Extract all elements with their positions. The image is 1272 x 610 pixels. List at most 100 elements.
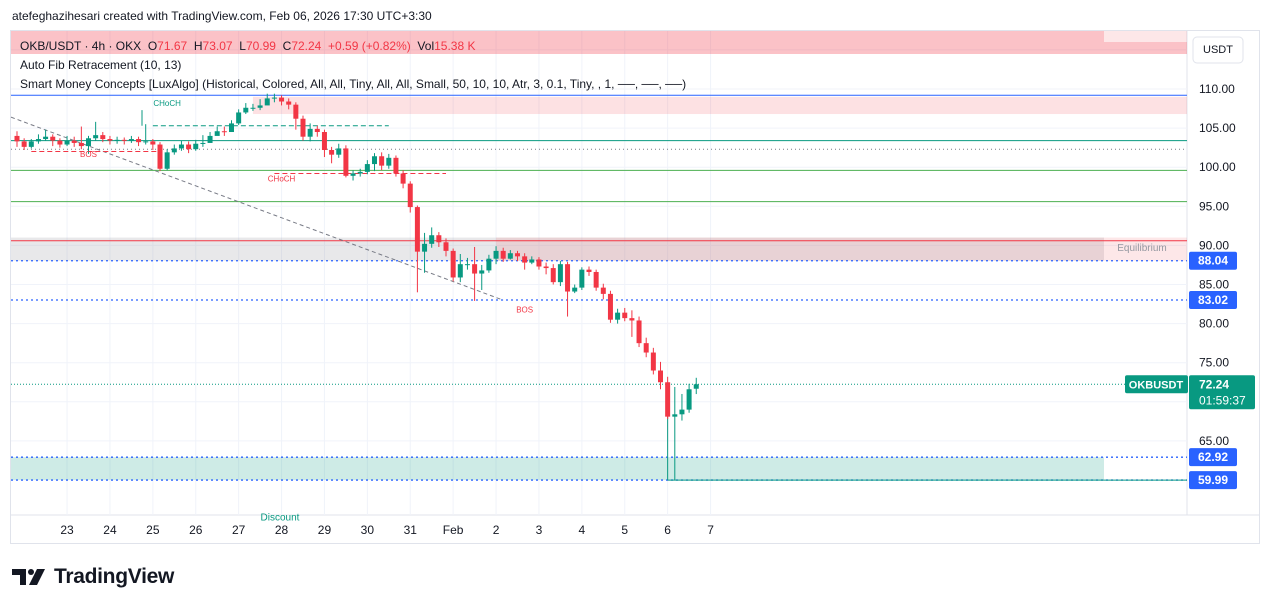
candle-body bbox=[221, 131, 227, 133]
bar-countdown: 01:59:37 bbox=[1199, 393, 1246, 407]
candle-body bbox=[143, 141, 149, 143]
candle-body bbox=[186, 144, 192, 150]
level-badge bbox=[1189, 448, 1237, 467]
symbol-label[interactable]: OKB/USDT · 4h · OKX bbox=[20, 39, 142, 53]
time-tick-label: Feb bbox=[443, 523, 464, 537]
candle-body bbox=[35, 139, 41, 142]
symbol-badge-label: OKBUSDT bbox=[1129, 379, 1184, 391]
candle-body bbox=[14, 135, 20, 142]
candle-body bbox=[43, 136, 49, 140]
price-tick-label: 105.00 bbox=[1199, 121, 1236, 135]
chart-frame bbox=[10, 30, 1260, 544]
candle-body bbox=[250, 107, 256, 109]
candle-body bbox=[565, 264, 571, 292]
candle-body bbox=[157, 144, 163, 169]
candle-body bbox=[64, 140, 70, 145]
fib-trend-line bbox=[10, 116, 504, 301]
candle-body bbox=[457, 264, 463, 278]
candle-body bbox=[28, 141, 34, 147]
time-tick-label: 7 bbox=[707, 523, 714, 537]
candle-body bbox=[229, 123, 234, 133]
price-tick-label: 80.00 bbox=[1199, 317, 1229, 331]
candle-body bbox=[464, 264, 470, 266]
price-tick-label: 110.00 bbox=[1199, 82, 1235, 96]
candle-body bbox=[615, 312, 621, 320]
ohlc-legend[interactable]: OKB/USDT · 4h · OKX O71.67 H73.07 L70.99… bbox=[20, 39, 475, 53]
equilibrium-label: Equilibrium bbox=[1117, 243, 1166, 254]
candle-body bbox=[321, 132, 327, 150]
candle-body bbox=[550, 268, 556, 283]
candle-body bbox=[121, 139, 127, 141]
level-badge bbox=[1189, 290, 1237, 309]
candle-body bbox=[264, 98, 270, 106]
candle-body bbox=[236, 112, 242, 124]
currency-button bbox=[1192, 36, 1244, 64]
low-value: 70.99 bbox=[245, 39, 276, 53]
candle-body bbox=[128, 139, 134, 141]
time-tick-label: 31 bbox=[404, 523, 418, 537]
fib-indicator-legend[interactable]: Auto Fib Retracement (10, 13) bbox=[20, 58, 182, 72]
candle-body bbox=[543, 266, 549, 269]
price-tick-label: 95.00 bbox=[1199, 199, 1229, 213]
candle-body bbox=[422, 243, 428, 252]
candle-body bbox=[214, 131, 220, 136]
low-label: L bbox=[239, 39, 246, 53]
candle-body bbox=[386, 157, 392, 166]
candle-body bbox=[329, 149, 335, 155]
time-tick-label: 30 bbox=[361, 523, 375, 537]
smc-indicator-legend[interactable]: Smart Money Concepts [LuxAlgo] (Historic… bbox=[20, 77, 687, 91]
candle-body bbox=[100, 135, 106, 140]
candle-body bbox=[350, 173, 356, 176]
time-tick-label: 29 bbox=[318, 523, 332, 537]
high-value: 73.07 bbox=[202, 39, 233, 53]
price-tick-label: 75.00 bbox=[1199, 356, 1229, 370]
structure-label: BOS bbox=[80, 150, 97, 159]
candle-body bbox=[500, 250, 506, 259]
price-tick-label: 85.00 bbox=[1199, 278, 1229, 292]
candle-body bbox=[400, 173, 406, 184]
time-tick-label: 27 bbox=[232, 523, 246, 537]
volume-value: 15.38 K bbox=[434, 39, 476, 53]
price-tick-label: 90.00 bbox=[1199, 238, 1229, 252]
candle-body bbox=[472, 264, 478, 274]
candle-body bbox=[636, 320, 642, 344]
candle-body bbox=[593, 271, 599, 288]
candle-body bbox=[86, 138, 91, 147]
time-tick-label: 3 bbox=[536, 523, 543, 537]
candle-body bbox=[679, 409, 685, 415]
premium-zone-upper-extension bbox=[1104, 31, 1187, 42]
candle-body bbox=[257, 105, 263, 108]
equilibrium-zone bbox=[11, 237, 1104, 261]
candle-body bbox=[279, 97, 285, 102]
candle-body bbox=[364, 164, 370, 172]
candle-body bbox=[493, 250, 499, 259]
candle-body bbox=[50, 136, 56, 141]
candle-body bbox=[600, 287, 606, 294]
level-badge bbox=[1189, 471, 1237, 490]
candle-body bbox=[579, 269, 585, 288]
candle-body bbox=[557, 264, 563, 283]
candle-body bbox=[150, 141, 156, 145]
candle-body bbox=[57, 140, 63, 145]
discount-zone bbox=[11, 457, 1104, 481]
time-tick-label: 4 bbox=[579, 523, 586, 537]
candle-body bbox=[443, 242, 449, 251]
tradingview-logo-icon bbox=[12, 569, 45, 585]
level-badge-label: 62.92 bbox=[1198, 450, 1228, 464]
volume-label: Vol bbox=[417, 39, 435, 53]
structure-label: CHoCH bbox=[153, 99, 181, 108]
price-tick-label: 65.00 bbox=[1199, 434, 1229, 448]
structure-label: BOS bbox=[516, 306, 533, 315]
candle-body bbox=[515, 253, 520, 257]
candle-body bbox=[171, 148, 177, 153]
level-badge-label: 88.04 bbox=[1198, 254, 1228, 268]
candle-body bbox=[486, 258, 492, 271]
candle-body bbox=[293, 104, 299, 119]
level-badge bbox=[1189, 251, 1237, 270]
close-value: 72.24 bbox=[291, 39, 322, 53]
open-label: O bbox=[147, 39, 158, 53]
candle-body bbox=[650, 352, 656, 371]
candle-body bbox=[178, 144, 184, 149]
candle-body bbox=[629, 318, 635, 321]
